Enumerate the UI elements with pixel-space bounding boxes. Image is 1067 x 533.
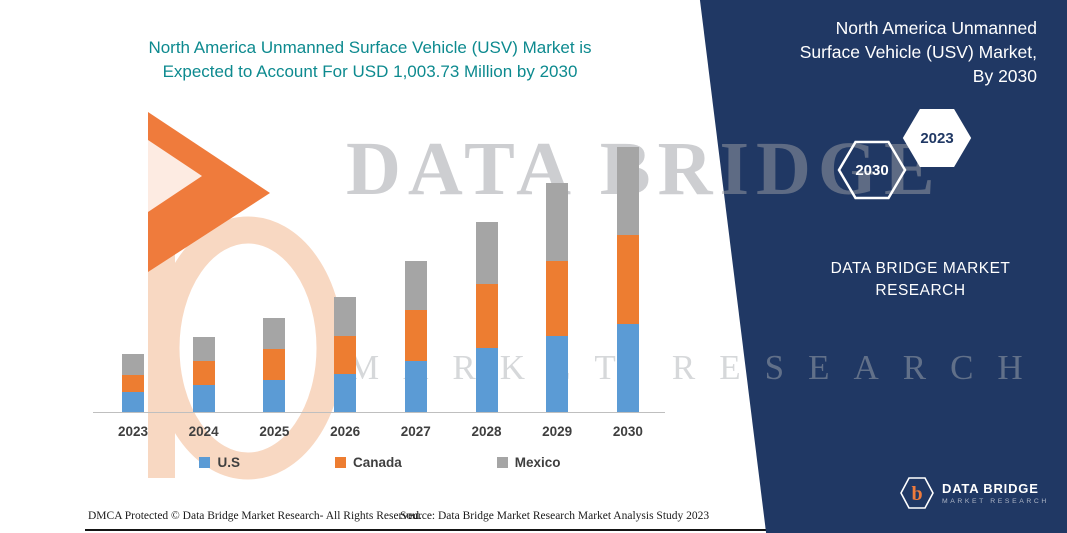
footer-dmca-text: DMCA Protected © Data Bridge Market Rese… [88,510,422,522]
panel-brand-text: DATA BRIDGE MARKET RESEARCH [828,258,1013,302]
legend-item-mexico: Mexico [496,455,561,470]
side-panel-title-line3: By 2030 [972,66,1037,86]
x-tick-label-2029: 2029 [542,424,573,439]
logo-text: DATA BRIDGE MARKET RESEARCH [942,481,1049,505]
bar-segment-canada [404,310,427,361]
legend-swatch-icon [199,457,211,468]
data-bridge-logo: b DATA BRIDGE MARKET RESEARCH [900,476,1049,510]
bar-segment-u-s [192,385,215,412]
side-panel-title: North America Unmanned Surface Vehicle (… [767,16,1037,88]
x-tick-label-2030: 2030 [612,424,643,439]
bar-2025 [263,318,286,412]
legend-label: U.S [217,455,240,470]
bar-segment-mexico [404,261,427,310]
bar-2024 [192,337,215,412]
hexagon-2030-icon: 2030 [837,140,907,200]
logo-name: DATA BRIDGE [942,481,1039,496]
chart-legend: U.S Canada Mexico [120,455,640,470]
side-panel-title-line2: Surface Vehicle (USV) Market, [799,42,1037,62]
chart-title-line2: Expected to Account For USD 1,003.73 Mil… [162,62,578,81]
year-hexagons: 2023 2030 [837,109,972,200]
legend-swatch-icon [334,457,346,468]
bar-segment-u-s [475,348,498,412]
hexagon-2023-label: 2023 [920,130,953,147]
hexagon-2030-label: 2030 [855,162,888,179]
bar-segment-mexico [263,318,286,349]
x-axis-line [93,412,665,413]
watermark-subtitle: MARKET RESEARCH [348,348,1047,387]
bar-segment-canada [546,261,569,336]
bar-segment-canada [475,284,498,348]
x-tick-label-2027: 2027 [400,424,431,439]
data-bridge-logo-icon: b [900,477,934,509]
chart-title: North America Unmanned Surface Vehicle (… [85,36,655,84]
x-tick-label-2025: 2025 [259,424,290,439]
bar-segment-u-s [616,324,639,412]
bar-segment-mexico [122,354,144,375]
side-panel-title-line1: North America Unmanned [835,18,1037,38]
bar-segment-mexico [546,183,569,261]
bar-segment-u-s [263,380,286,412]
bar-segment-mexico [192,337,215,361]
bar-segment-u-s [122,392,144,412]
footer-source-text: Source: Data Bridge Market Research Mark… [400,510,710,522]
legend-label: Mexico [514,455,561,470]
logo-letter: b [911,483,922,505]
bar-segment-mexico [616,147,639,235]
bar-2029 [546,183,569,412]
bar-2030 [616,147,639,412]
logo-subtitle: MARKET RESEARCH [942,498,1049,505]
bar-segment-canada [122,375,144,392]
bar-2026 [334,297,357,412]
x-tick-label-2026: 2026 [330,424,361,439]
bottom-rule [85,529,1067,531]
bar-segment-canada [263,349,286,380]
bar-segment-u-s [334,374,357,412]
chart-title-line1: North America Unmanned Surface Vehicle (… [148,38,592,57]
watermark-title: DATA BRIDGE [346,127,942,211]
bar-segment-mexico [334,297,357,336]
bar-2028 [475,222,498,412]
bar-2023 [122,354,144,412]
x-tick-label-2028: 2028 [471,424,502,439]
bar-2027 [404,261,427,412]
legend-label: Canada [352,455,402,470]
bar-segment-mexico [475,222,498,284]
x-tick-label-2023: 2023 [117,424,149,439]
hexagon-2023-icon: 2023 [902,109,972,167]
x-tick-label-2024: 2024 [188,424,219,439]
panel-brand-line2: RESEARCH [875,282,966,299]
legend-swatch-icon [496,457,508,468]
bar-segment-u-s [404,361,427,412]
legend-item-u-s: U.S [199,455,240,470]
panel-brand-line1: DATA BRIDGE MARKET [830,260,1011,277]
legend-item-canada: Canada [334,455,402,470]
bar-segment-canada [616,235,639,324]
bar-segment-canada [192,361,215,385]
bar-segment-canada [334,336,357,374]
bar-segment-u-s [546,336,569,412]
